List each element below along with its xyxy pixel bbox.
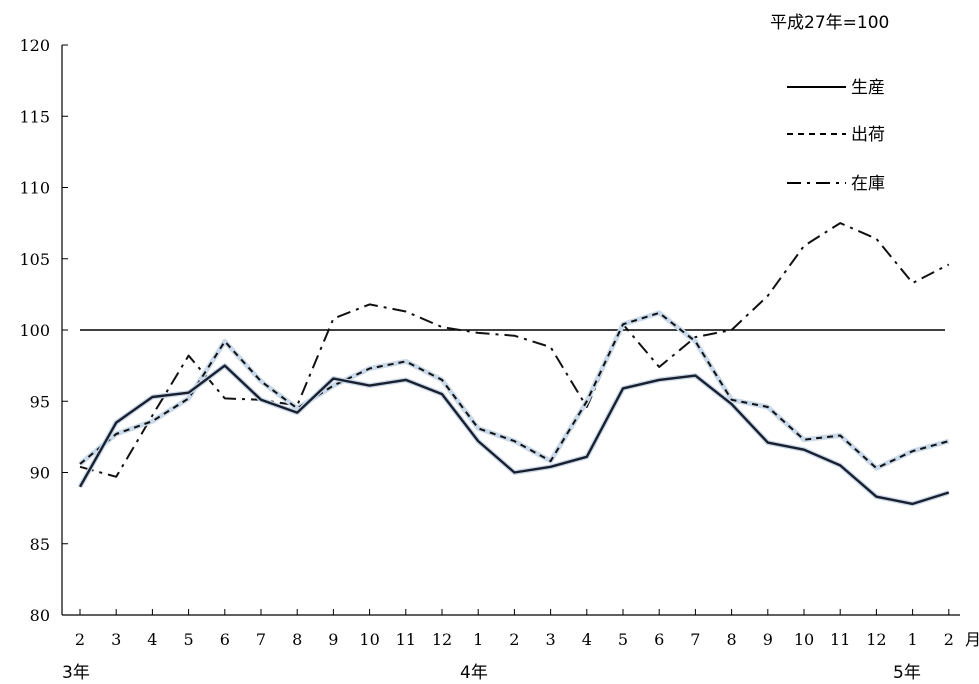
x-tick-label: 3 [111, 630, 121, 649]
series-line-solid [78, 364, 950, 506]
x-tick-label: 10 [794, 630, 814, 649]
x-tick-label: 5 [618, 630, 628, 649]
x-tick-label: 10 [359, 630, 379, 649]
y-tick-label: 120 [19, 36, 50, 55]
y-tick-label: 115 [19, 107, 50, 126]
x-tick-label: 2 [75, 630, 85, 649]
x-tick-label: 11 [396, 630, 416, 649]
x-tick-label: 3 [546, 630, 556, 649]
x-tick-label: 4 [147, 630, 157, 649]
x-tick-label: 9 [328, 630, 338, 649]
y-tick-label: 80 [30, 606, 50, 625]
x-tick-label: 12 [432, 630, 452, 649]
x-tick-label: 9 [763, 630, 773, 649]
y-tick-label: 105 [19, 250, 50, 269]
axis-labels: 月 3年 4年 5年 [62, 630, 979, 683]
unit-note: 平成27年=100 [770, 13, 890, 33]
year-label: 5年 [893, 663, 921, 683]
x-tick-label: 2 [509, 630, 519, 649]
x-tick-label: 7 [690, 630, 700, 649]
x-tick-label: 5 [184, 630, 194, 649]
y-tick-label: 100 [19, 321, 50, 340]
series-halo [77, 363, 950, 507]
y-tick-label: 95 [30, 392, 50, 411]
x-tick-label: 1 [473, 630, 483, 649]
x-tick-label: 12 [866, 630, 886, 649]
legend-label: 在庫 [851, 174, 885, 194]
series-line-dashdot [79, 222, 950, 478]
y-tick-label: 85 [30, 535, 50, 554]
x-unit-label: 月 [965, 630, 979, 649]
legend-label: 出荷 [851, 125, 885, 145]
x-tick-label: 8 [727, 630, 737, 649]
x-tick-label: 6 [654, 630, 664, 649]
series-line-dashed [79, 311, 950, 470]
x-tick-label: 7 [256, 630, 266, 649]
x-tick-label: 1 [908, 630, 918, 649]
year-label: 4年 [460, 663, 488, 683]
legend-label: 生産 [851, 78, 885, 98]
x-tick-label: 6 [220, 630, 230, 649]
x-tick-label: 8 [292, 630, 302, 649]
x-tick-label: 2 [944, 630, 954, 649]
y-tick-label: 90 [30, 464, 50, 483]
y-tick-label: 110 [19, 179, 50, 198]
x-tick-label: 11 [830, 630, 850, 649]
series-lines [77, 222, 950, 507]
x-tick-label: 4 [582, 630, 592, 649]
year-label: 3年 [62, 663, 90, 683]
